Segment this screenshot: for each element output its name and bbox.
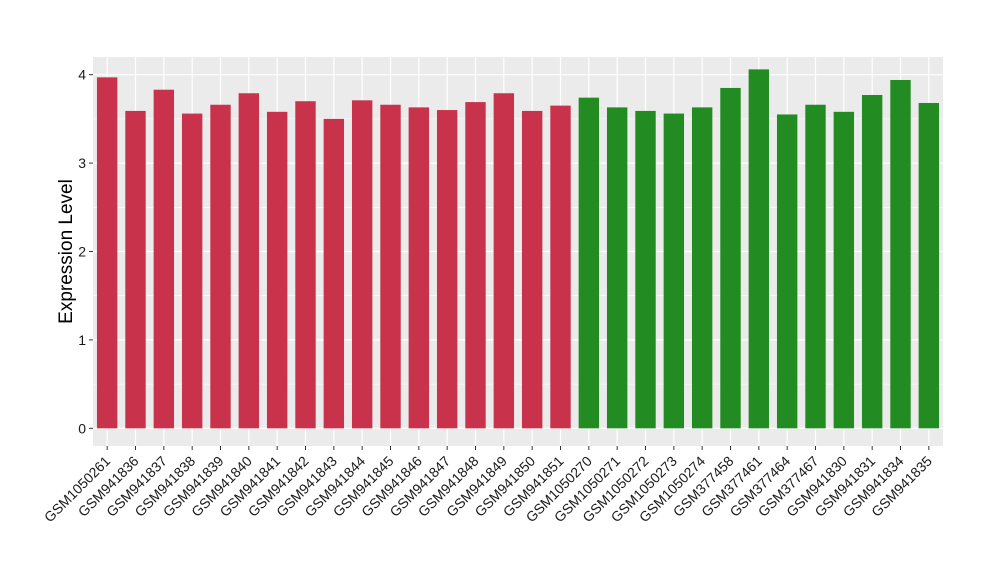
bar-GSM1050274 — [691, 107, 713, 429]
y-tick-label: 2 — [78, 244, 86, 260]
bar-GSM941838 — [181, 113, 203, 429]
bar-GSM1050272 — [635, 110, 656, 429]
bar-GSM1050273 — [663, 113, 685, 429]
bar-GSM941841 — [266, 111, 288, 429]
y-axis: 0 1 2 3 4 — [78, 67, 93, 436]
bar-GSM941835 — [918, 102, 940, 429]
bar-GSM377464 — [776, 114, 798, 429]
y-tick-label: 3 — [78, 155, 86, 171]
x-axis: GSM1050261GSM941836GSM941837GSM941838GSM… — [41, 446, 935, 525]
bar-GSM941836 — [125, 110, 146, 429]
y-tick-label: 0 — [78, 420, 86, 436]
bar-GSM941837 — [153, 89, 175, 429]
bar-GSM941842 — [295, 101, 316, 429]
bar-GSM1050271 — [606, 107, 628, 429]
bar-GSM941848 — [465, 102, 486, 429]
bar-GSM377461 — [748, 69, 770, 429]
y-tick-label: 1 — [78, 332, 86, 348]
bar-GSM941846 — [408, 107, 430, 429]
bar-GSM1050270 — [578, 97, 600, 429]
bars — [96, 69, 940, 429]
bar-GSM1050261 — [96, 77, 118, 429]
bar-GSM941840 — [238, 93, 260, 429]
bar-GSM941844 — [351, 100, 373, 429]
y-axis-title: Expression Level — [56, 179, 77, 324]
bar-GSM941839 — [210, 104, 231, 429]
y-tick-label: 4 — [78, 67, 86, 83]
bar-GSM377458 — [720, 87, 741, 429]
bar-GSM941851 — [550, 105, 571, 429]
bar-GSM377467 — [805, 104, 826, 429]
bar-GSM941845 — [380, 104, 401, 429]
bar-GSM941843 — [323, 118, 345, 429]
bar-GSM941834 — [890, 79, 911, 429]
bar-GSM941831 — [861, 95, 883, 429]
bar-GSM941830 — [833, 111, 855, 429]
bar-GSM941850 — [521, 110, 543, 429]
bar-GSM941849 — [493, 93, 515, 429]
bar-GSM941847 — [436, 110, 458, 429]
